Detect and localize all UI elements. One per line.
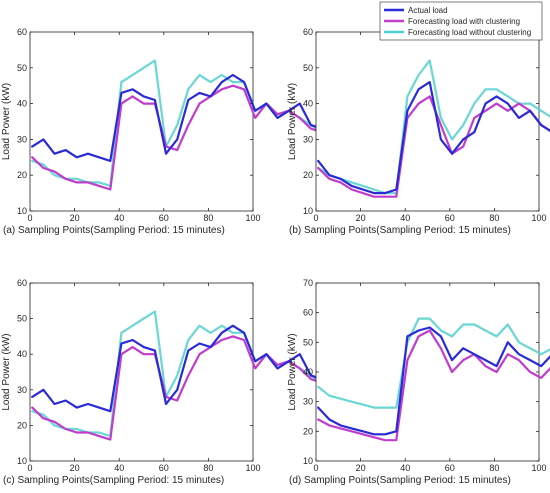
series-line-without-clustering [317,317,550,409]
x-tick-label: 0 [27,463,32,473]
x-tick-label: 80 [203,463,213,473]
y-tick-label: 20 [303,170,313,180]
y-tick-label: 10 [303,206,313,216]
y-tick-label: 40 [303,99,313,109]
panel-caption-c: (c) Sampling Points(Sampling Period: 15 … [3,475,224,486]
y-tick-label: 60 [17,278,27,288]
series-line-actual [31,73,357,162]
x-tick-label: 100 [245,463,260,473]
y-tick-label: 20 [303,426,313,436]
panel-caption-a: (a) Sampling Points(Sampling Period: 15 … [3,225,225,236]
x-tick-label: 60 [445,463,455,473]
y-axis-label: Load Power (kW) [287,333,298,410]
series-line-actual [31,324,357,413]
x-tick-label: 60 [159,213,169,223]
chart-panel-d: 0 20 40 60 80 100 10 20 30 40 50 60 70 Load Power (kW… [287,278,550,486]
x-tick-label: 0 [313,463,318,473]
axes-frame [29,282,254,462]
panel-caption-d: (d) Sampling Points(Sampling Period: 15 … [289,475,511,486]
x-tick-label: 40 [400,463,410,473]
y-tick-label: 70 [303,278,313,288]
y-tick-label: 20 [17,420,27,430]
x-tick-label: 60 [445,213,455,223]
x-tick-label: 80 [489,463,499,473]
y-tick-label: 60 [303,308,313,318]
y-tick-label: 30 [303,397,313,407]
series-line-actual [317,80,550,195]
y-tick-label: 60 [17,27,27,37]
y-tick-label: 30 [17,134,27,144]
series-line-with-clustering [31,335,357,441]
x-tick-label: 100 [245,213,260,223]
x-tick-label: 100 [531,463,546,473]
panel-caption-b: (b) Sampling Points(Sampling Period: 15 … [289,225,511,236]
x-tick-label: 0 [313,213,318,223]
y-tick-label: 50 [303,337,313,347]
y-tick-label: 50 [17,63,27,73]
x-tick-label: 80 [203,213,213,223]
y-axis-label: Load Power (kW) [287,83,298,160]
series-line-actual [317,326,550,436]
series-line-with-clustering [317,329,550,442]
series-line-with-clustering [31,84,357,191]
y-tick-label: 20 [17,170,27,180]
x-tick-label: 20 [70,213,80,223]
legend-box [379,1,543,41]
y-tick-label: 40 [17,99,27,109]
x-tick-label: 40 [114,463,124,473]
axes-frame [29,31,254,212]
y-tick-label: 30 [303,134,313,144]
x-tick-label: 60 [159,463,169,473]
legend-entry: Forecasting load without clustering [408,28,531,37]
x-tick-label: 20 [356,213,366,223]
legend-entry: Forecasting load with clustering [408,17,520,26]
y-tick-label: 10 [17,456,27,466]
x-tick-label: 20 [70,463,80,473]
axes-frame [315,282,540,462]
x-tick-label: 0 [27,213,32,223]
x-tick-label: 20 [356,463,366,473]
y-tick-label: 10 [303,456,313,466]
y-tick-label: 40 [303,367,313,377]
y-tick-label: 40 [17,349,27,359]
y-axis-label: Load Power (kW) [1,333,12,410]
y-axis-label: Load Power (kW) [1,83,12,160]
legend: Actual load Forecasting load with cluster… [379,1,543,41]
y-tick-label: 30 [17,385,27,395]
series-line-with-clustering [317,95,550,198]
x-tick-label: 40 [400,213,410,223]
series-line-without-clustering [317,59,550,195]
y-tick-label: 50 [303,63,313,73]
chart-panel-b: 0 20 40 60 80 100 10 20 30 40 50 60 Load Power (kW) (… [287,27,550,236]
x-tick-label: 40 [114,213,124,223]
legend-entry: Actual load [408,6,448,15]
x-tick-label: 100 [531,213,546,223]
y-tick-label: 50 [17,314,27,324]
y-tick-label: 10 [17,206,27,216]
x-tick-label: 80 [489,213,499,223]
y-tick-label: 60 [303,27,313,37]
